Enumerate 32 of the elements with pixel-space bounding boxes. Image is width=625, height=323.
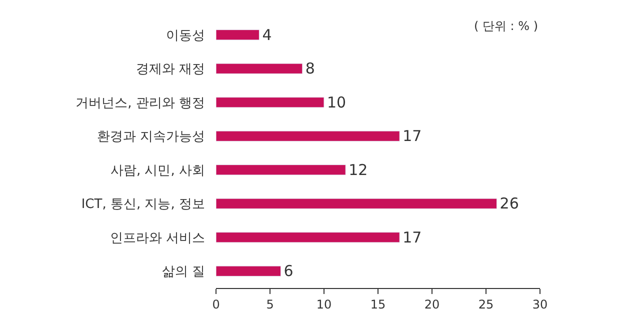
bar: [216, 97, 324, 108]
data-label: 17: [402, 127, 422, 146]
bar: [216, 164, 346, 176]
y-tick-label: 환경과 지속가능성: [96, 130, 205, 145]
x-tick-label: 30: [532, 297, 548, 312]
bar: [216, 198, 498, 209]
data-label: 12: [348, 160, 368, 179]
x-tick-label: 5: [266, 297, 274, 312]
x-tick-label: 15: [370, 297, 386, 312]
bar: [216, 130, 400, 142]
bar: [216, 63, 303, 74]
data-label: 10: [327, 93, 346, 112]
data-label: 26: [500, 194, 519, 213]
data-label: 17: [402, 228, 422, 246]
y-tick-label: ICT, 통신, 지능, 정보: [81, 197, 205, 212]
bar: [216, 232, 400, 243]
x-tick-label: 20: [424, 297, 440, 312]
x-tick-label: 10: [316, 297, 332, 312]
data-label: 6: [284, 262, 294, 280]
y-tick-label: 경제와 재정: [136, 62, 205, 78]
y-tick-label: 삶의 질: [162, 264, 205, 280]
y-tick-label: 인프라와 서비스: [110, 230, 205, 246]
bar: [216, 30, 260, 40]
y-tick-label: 이동성: [166, 28, 205, 44]
annotation: ( 단위 : % ): [474, 19, 538, 33]
y-tick-label: 사람, 시민, 사회: [110, 163, 205, 178]
data-label: 4: [262, 26, 272, 44]
x-tick-label: 25: [478, 297, 494, 312]
x-tick-label: 0: [212, 297, 220, 312]
y-tick-label: 거버넌스, 관리와 행정: [76, 96, 205, 111]
data-label: 8: [305, 60, 315, 78]
bar: [216, 266, 282, 276]
